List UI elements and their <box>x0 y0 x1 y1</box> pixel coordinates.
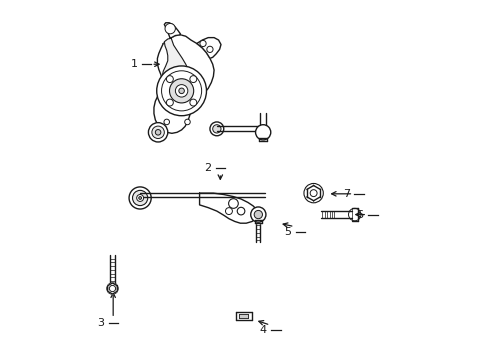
Text: 2: 2 <box>204 163 211 173</box>
Circle shape <box>139 197 141 199</box>
Polygon shape <box>216 126 258 131</box>
Circle shape <box>109 285 115 292</box>
Circle shape <box>189 76 196 82</box>
Circle shape <box>163 119 169 125</box>
Circle shape <box>250 207 265 222</box>
Polygon shape <box>199 193 258 223</box>
Circle shape <box>156 66 206 116</box>
Circle shape <box>136 194 143 202</box>
Polygon shape <box>320 211 351 218</box>
Circle shape <box>206 46 213 53</box>
Circle shape <box>309 190 316 197</box>
Circle shape <box>161 71 201 111</box>
Circle shape <box>107 283 118 294</box>
Text: 5: 5 <box>284 227 290 237</box>
Circle shape <box>228 199 238 208</box>
Circle shape <box>132 190 147 206</box>
Circle shape <box>254 210 262 219</box>
Circle shape <box>166 76 173 82</box>
Circle shape <box>169 79 193 103</box>
Circle shape <box>148 123 167 142</box>
Polygon shape <box>235 312 252 320</box>
Polygon shape <box>140 193 264 197</box>
Polygon shape <box>162 38 189 91</box>
Polygon shape <box>254 220 261 223</box>
Text: 7: 7 <box>342 189 349 199</box>
Text: 3: 3 <box>97 319 104 328</box>
Circle shape <box>225 208 232 215</box>
Text: 4: 4 <box>259 325 266 335</box>
Polygon shape <box>164 23 180 38</box>
Circle shape <box>200 40 206 46</box>
Circle shape <box>164 23 175 34</box>
Polygon shape <box>110 255 114 284</box>
Polygon shape <box>239 314 248 318</box>
Circle shape <box>179 88 184 94</box>
Polygon shape <box>256 222 260 242</box>
Text: 1: 1 <box>130 59 137 69</box>
Polygon shape <box>351 208 357 221</box>
Circle shape <box>175 85 187 97</box>
Polygon shape <box>260 114 265 129</box>
Polygon shape <box>196 37 221 58</box>
Circle shape <box>212 125 221 133</box>
Polygon shape <box>154 35 214 133</box>
Circle shape <box>209 122 224 136</box>
Circle shape <box>129 187 151 209</box>
Circle shape <box>166 99 173 106</box>
Polygon shape <box>259 138 267 141</box>
Circle shape <box>255 125 270 140</box>
Text: 6: 6 <box>356 210 363 220</box>
Circle shape <box>189 99 196 106</box>
Polygon shape <box>107 283 117 294</box>
Circle shape <box>237 207 244 215</box>
Circle shape <box>155 130 161 135</box>
Polygon shape <box>306 185 320 201</box>
Circle shape <box>184 119 190 125</box>
Circle shape <box>152 126 164 139</box>
